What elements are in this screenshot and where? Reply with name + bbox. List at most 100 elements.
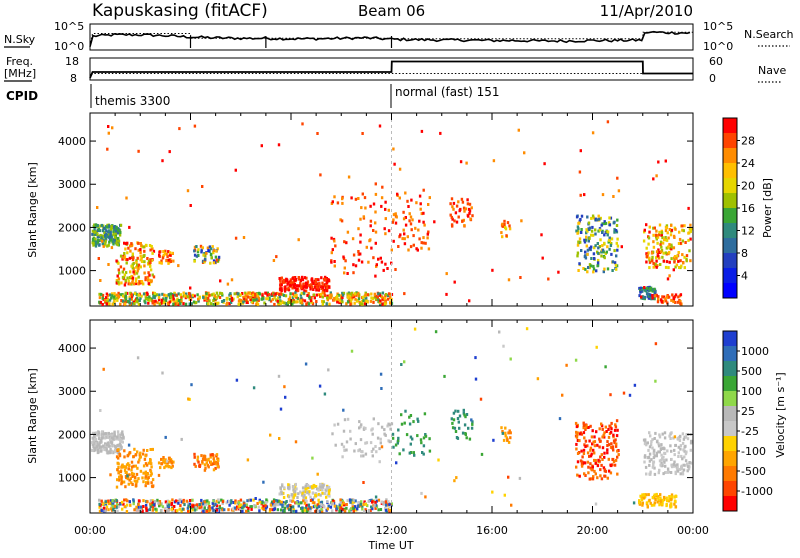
range-gate-cell (576, 230, 580, 234)
range-gate-cell (648, 266, 651, 270)
range-gate-cell (309, 509, 312, 513)
range-gate-cell (118, 271, 121, 275)
freq-series-line (89, 73, 693, 79)
range-gate-cell (412, 243, 415, 247)
range-gate-cell (325, 302, 328, 306)
range-gate-cell (615, 267, 618, 271)
range-gate-cell (228, 297, 232, 301)
range-gate-cell (113, 434, 116, 438)
range-gate-cell (678, 230, 681, 234)
range-gate-cell (271, 297, 275, 301)
range-gate-cell (453, 280, 456, 284)
range-gate-cell (346, 499, 349, 503)
range-gate-cell (648, 452, 652, 456)
range-gate-cell (684, 452, 688, 456)
range-gate-cell (327, 368, 330, 372)
range-gate-cell (682, 448, 685, 452)
range-gate-cell (147, 259, 151, 263)
range-gate-cell (307, 492, 311, 496)
range-gate-cell (352, 263, 355, 267)
range-gate-cell (295, 509, 298, 513)
range-gate-cell (160, 261, 163, 265)
range-gate-cell (689, 227, 693, 231)
range-gate-cell (398, 196, 401, 200)
range-gate-cell (507, 475, 510, 479)
range-gate-cell (280, 492, 284, 496)
range-gate-cell (268, 293, 271, 296)
range-gate-cell (422, 220, 425, 224)
nsky-series-line (89, 30, 691, 47)
range-gate-cell (649, 470, 652, 474)
range-gate-cell (232, 501, 235, 504)
range-gate-cell (616, 248, 619, 252)
range-gate-cell (231, 298, 234, 302)
range-gate-cell (241, 509, 244, 513)
range-gate-cell (166, 499, 169, 503)
range-gate-cell (223, 508, 226, 512)
range-gate-cell (409, 451, 413, 454)
range-gate-cell (134, 247, 137, 251)
range-gate-cell (348, 498, 352, 502)
range-gate-cell (678, 434, 682, 438)
range-gate-cell (273, 504, 277, 508)
range-gate-cell (207, 291, 210, 295)
range-gate-cell (683, 445, 686, 449)
range-gate-cell (158, 302, 161, 306)
range-gate-cell (689, 237, 692, 241)
range-gate-cell (144, 292, 147, 295)
range-gate-cell (547, 277, 550, 281)
range-gate-cell (653, 503, 656, 507)
range-gate-cell (465, 436, 468, 440)
range-gate-cell (287, 486, 290, 490)
range-gate-cell (258, 291, 261, 295)
range-gate-cell (147, 298, 150, 302)
range-gate-cell (149, 458, 152, 462)
range-gate-cell (141, 452, 145, 456)
range-gate-cell (596, 261, 600, 265)
range-gate-cell (653, 493, 656, 497)
range-gate-cell (138, 458, 141, 462)
range-gate-cell (306, 301, 309, 305)
range-gate-cell (126, 276, 129, 280)
range-gate-cell (317, 293, 321, 297)
range-gate-cell (584, 238, 588, 242)
x-tick-label: 00:00 (677, 524, 709, 537)
range-gate-cell (362, 299, 365, 303)
range-gate-cell (616, 449, 619, 453)
range-gate-cell (601, 458, 604, 461)
range-gate-cell (689, 223, 692, 227)
range-gate-cell (207, 502, 210, 506)
range-gate-cell (246, 458, 250, 462)
range-gate-cell (142, 255, 145, 258)
range-gate-cell (596, 443, 599, 447)
range-gate-cell (289, 283, 292, 287)
range-gate-cell (645, 472, 648, 476)
range-gate-cell (613, 463, 617, 467)
range-gate-cell (251, 291, 254, 295)
range-gate-cell (294, 486, 297, 490)
range-gate-cell (232, 297, 235, 301)
range-gate-cell (402, 228, 405, 232)
range-gate-cell (657, 298, 660, 301)
range-gate-cell (149, 248, 152, 252)
range-gate-cell (360, 454, 363, 458)
range-gate-cell (196, 293, 199, 297)
range-gate-cell (144, 278, 147, 282)
range-gate-cell (266, 297, 269, 301)
range-gate-cell (113, 504, 117, 508)
range-gate-cell (145, 481, 148, 485)
range-gate-cell (581, 462, 584, 466)
range-gate-cell (655, 174, 658, 178)
range-gate-cell (379, 256, 382, 260)
range-gate-cell (133, 508, 136, 512)
range-gate-cell (398, 452, 401, 456)
range-gate-cell (189, 286, 192, 290)
range-gate-cell (139, 254, 142, 258)
range-gate-cell (168, 258, 171, 262)
range-gate-cell (601, 244, 604, 248)
range-gate-cell (664, 464, 667, 468)
range-gate-cell (242, 300, 245, 304)
range-gate-cell (379, 372, 383, 376)
range-gate-cell (265, 498, 268, 502)
range-gate-cell (230, 499, 233, 503)
